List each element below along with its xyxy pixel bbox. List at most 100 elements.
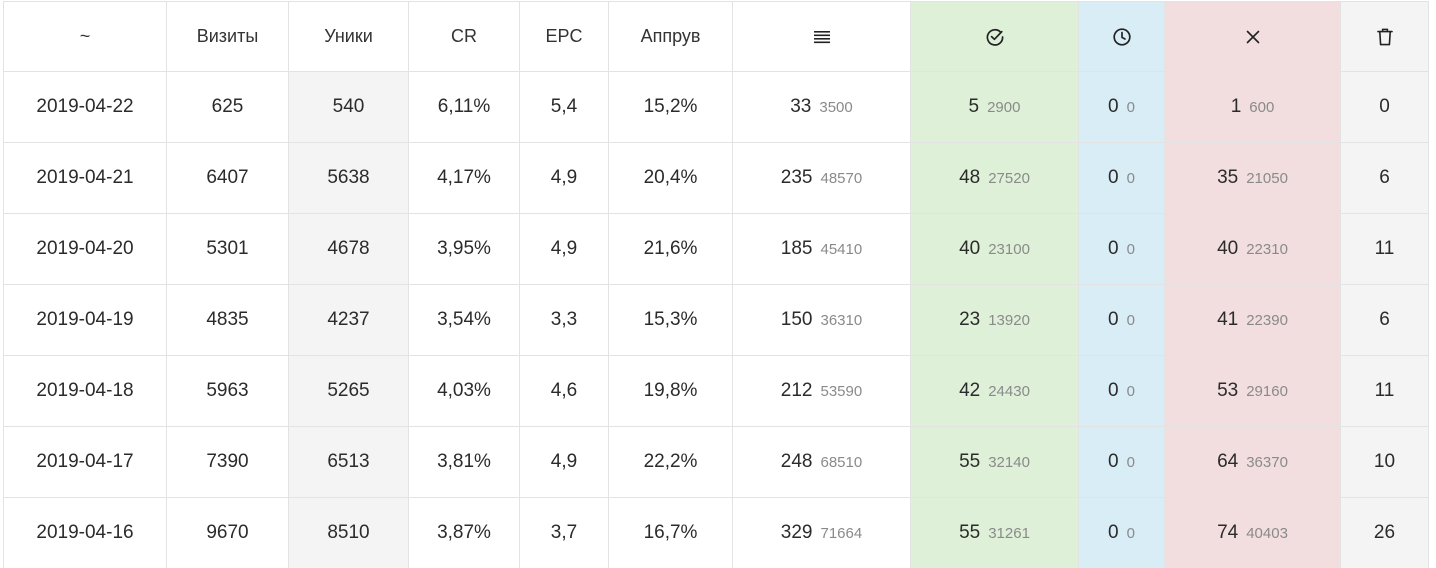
total-count: 329 bbox=[781, 522, 813, 543]
cr-value: 3,95% bbox=[437, 238, 491, 259]
rejected-count: 40 bbox=[1217, 238, 1238, 259]
rejected-sum: 40403 bbox=[1246, 525, 1288, 542]
hold-sum: 0 bbox=[1127, 383, 1135, 400]
uniques-value: 540 bbox=[333, 96, 365, 117]
cell-cr: 3,95% bbox=[409, 214, 520, 285]
cell-total: 329 71664 bbox=[733, 498, 911, 568]
table-row[interactable]: 2019-04-17 7390 6513 3,81% 4,9 22,2% 248… bbox=[4, 427, 1429, 498]
column-header-cr[interactable]: CR bbox=[409, 2, 520, 72]
trash-value: 11 bbox=[1375, 238, 1395, 259]
column-header-date[interactable]: ~ bbox=[4, 2, 167, 72]
table-row[interactable]: 2019-04-21 6407 5638 4,17% 4,9 20,4% 235… bbox=[4, 143, 1429, 214]
rejected-count: 53 bbox=[1217, 380, 1238, 401]
table-row[interactable]: 2019-04-19 4835 4237 3,54% 3,3 15,3% 150… bbox=[4, 285, 1429, 356]
date-value: 2019-04-20 bbox=[36, 238, 133, 259]
hold-count: 0 bbox=[1108, 522, 1119, 543]
visits-value: 9670 bbox=[206, 522, 248, 543]
cell-uniques: 4678 bbox=[289, 214, 409, 285]
table-row[interactable]: 2019-04-16 9670 8510 3,87% 3,7 16,7% 329… bbox=[4, 498, 1429, 568]
cell-cr: 4,17% bbox=[409, 143, 520, 214]
cell-trash: 6 bbox=[1341, 143, 1429, 214]
cr-value: 6,11% bbox=[438, 96, 490, 117]
visits-value: 6407 bbox=[206, 167, 248, 188]
rejected-sum: 21050 bbox=[1246, 170, 1288, 187]
cell-epc: 4,9 bbox=[520, 143, 609, 214]
total-sum: 3500 bbox=[819, 99, 852, 116]
column-header-epc[interactable]: EPC bbox=[520, 2, 609, 72]
date-value: 2019-04-16 bbox=[36, 522, 133, 543]
trash-value: 6 bbox=[1379, 167, 1390, 188]
cell-date: 2019-04-22 bbox=[4, 72, 167, 143]
cell-trash: 11 bbox=[1341, 214, 1429, 285]
epc-value: 4,9 bbox=[551, 451, 577, 472]
uniques-value: 8510 bbox=[327, 522, 369, 543]
total-count: 33 bbox=[790, 96, 811, 117]
column-header-approve[interactable]: Аппрув bbox=[609, 2, 733, 72]
cell-total: 33 3500 bbox=[733, 72, 911, 143]
hold-sum: 0 bbox=[1127, 170, 1135, 187]
visits-value: 4835 bbox=[206, 309, 248, 330]
close-icon bbox=[1246, 30, 1260, 44]
total-count: 212 bbox=[781, 380, 813, 401]
cell-date: 2019-04-18 bbox=[4, 356, 167, 427]
cell-uniques: 4237 bbox=[289, 285, 409, 356]
total-sum: 53590 bbox=[820, 383, 862, 400]
cell-cr: 3,81% bbox=[409, 427, 520, 498]
column-header-rejected[interactable] bbox=[1165, 2, 1341, 72]
hold-sum: 0 bbox=[1127, 525, 1135, 542]
total-sum: 36310 bbox=[820, 312, 862, 329]
cell-trash: 6 bbox=[1341, 285, 1429, 356]
cell-date: 2019-04-20 bbox=[4, 214, 167, 285]
hold-sum: 0 bbox=[1127, 454, 1135, 471]
list-icon bbox=[814, 30, 830, 44]
hold-count: 0 bbox=[1108, 451, 1119, 472]
approve-value: 19,8% bbox=[644, 380, 698, 401]
table-header: ~ Визиты Уники CR EPC Аппрув bbox=[4, 2, 1429, 72]
approved-count: 48 bbox=[959, 167, 980, 188]
cell-epc: 4,6 bbox=[520, 356, 609, 427]
cell-date: 2019-04-17 bbox=[4, 427, 167, 498]
rejected-count: 64 bbox=[1217, 451, 1238, 472]
cell-epc: 4,9 bbox=[520, 214, 609, 285]
column-header-visits[interactable]: Визиты bbox=[167, 2, 289, 72]
column-header-hold[interactable] bbox=[1079, 2, 1165, 72]
column-header-total[interactable] bbox=[733, 2, 911, 72]
table-row[interactable]: 2019-04-18 5963 5265 4,03% 4,6 19,8% 212… bbox=[4, 356, 1429, 427]
approved-sum: 31261 bbox=[988, 525, 1030, 542]
trash-value: 11 bbox=[1375, 380, 1395, 401]
column-header-approved[interactable] bbox=[911, 2, 1079, 72]
date-value: 2019-04-22 bbox=[36, 96, 133, 117]
rejected-sum: 22390 bbox=[1246, 312, 1288, 329]
stats-table: ~ Визиты Уники CR EPC Аппрув bbox=[3, 1, 1429, 568]
approved-sum: 13920 bbox=[988, 312, 1030, 329]
cell-total: 212 53590 bbox=[733, 356, 911, 427]
cell-epc: 3,3 bbox=[520, 285, 609, 356]
approved-count: 55 bbox=[959, 522, 980, 543]
uniques-value: 5638 bbox=[327, 167, 369, 188]
column-header-trash[interactable] bbox=[1341, 2, 1429, 72]
approved-sum: 27520 bbox=[988, 170, 1030, 187]
total-sum: 71664 bbox=[820, 525, 862, 542]
approved-count: 42 bbox=[959, 380, 980, 401]
total-count: 150 bbox=[781, 309, 813, 330]
cell-visits: 7390 bbox=[167, 427, 289, 498]
column-header-uniques[interactable]: Уники bbox=[289, 2, 409, 72]
approve-value: 20,4% bbox=[644, 167, 698, 188]
uniques-value: 4678 bbox=[327, 238, 369, 259]
cell-uniques: 5638 bbox=[289, 143, 409, 214]
total-count: 235 bbox=[781, 167, 813, 188]
cell-uniques: 6513 bbox=[289, 427, 409, 498]
hold-count: 0 bbox=[1108, 380, 1119, 401]
table-row[interactable]: 2019-04-20 5301 4678 3,95% 4,9 21,6% 185… bbox=[4, 214, 1429, 285]
